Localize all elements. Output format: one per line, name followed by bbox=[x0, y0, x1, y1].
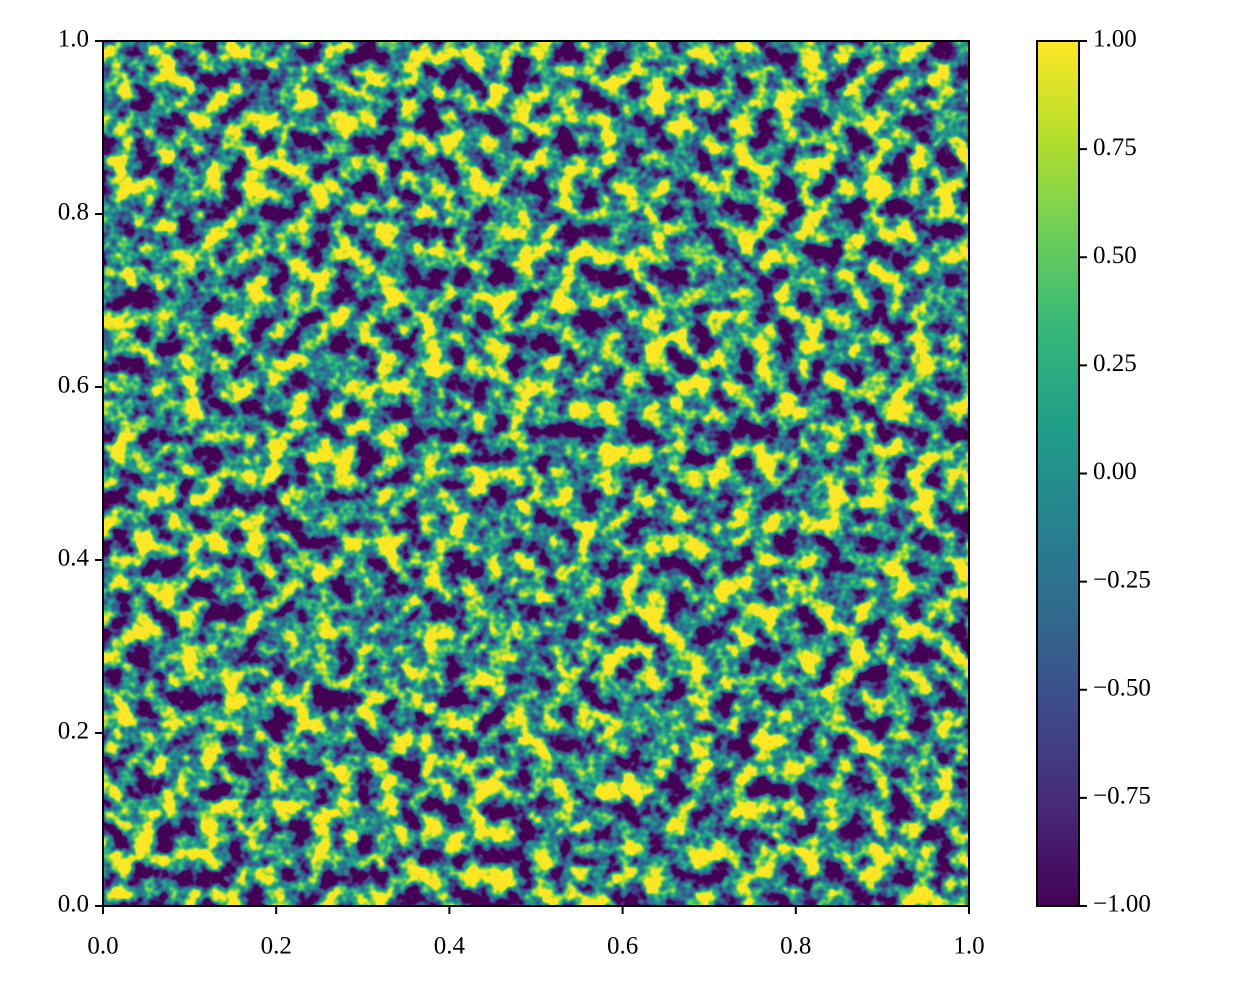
colorbar-tick-label: 0.25 bbox=[1093, 350, 1137, 377]
colorbar bbox=[1036, 40, 1080, 907]
colorbar-tick-label: 0.75 bbox=[1093, 134, 1137, 161]
y-tick-label: 0.2 bbox=[58, 718, 89, 745]
colorbar-tick-label: −0.25 bbox=[1093, 566, 1151, 593]
colorbar-tick-label: 0.50 bbox=[1093, 242, 1137, 269]
x-tick-label: 0.8 bbox=[780, 933, 811, 960]
colorbar-tick-label: 1.00 bbox=[1093, 26, 1137, 53]
y-tick-label: 0.4 bbox=[58, 545, 90, 572]
colorbar-tick-label: 0.00 bbox=[1093, 458, 1137, 485]
x-tick-label: 1.0 bbox=[953, 933, 984, 960]
x-tick-label: 0.4 bbox=[434, 933, 466, 960]
x-tick-label: 0.0 bbox=[87, 933, 118, 960]
plot-frame bbox=[102, 40, 970, 907]
colorbar-tick-label: −1.00 bbox=[1093, 891, 1151, 918]
y-tick-label: 0.8 bbox=[58, 199, 89, 226]
colorbar-tick-label: −0.50 bbox=[1093, 674, 1151, 701]
y-tick-label: 0.6 bbox=[58, 372, 89, 399]
y-tick-label: 0.0 bbox=[58, 891, 89, 918]
x-tick-label: 0.2 bbox=[261, 933, 292, 960]
contour-field bbox=[103, 41, 969, 906]
y-tick-label: 1.0 bbox=[58, 26, 89, 53]
x-tick-label: 0.6 bbox=[607, 933, 638, 960]
colorbar-tick-label: −0.75 bbox=[1093, 783, 1151, 810]
